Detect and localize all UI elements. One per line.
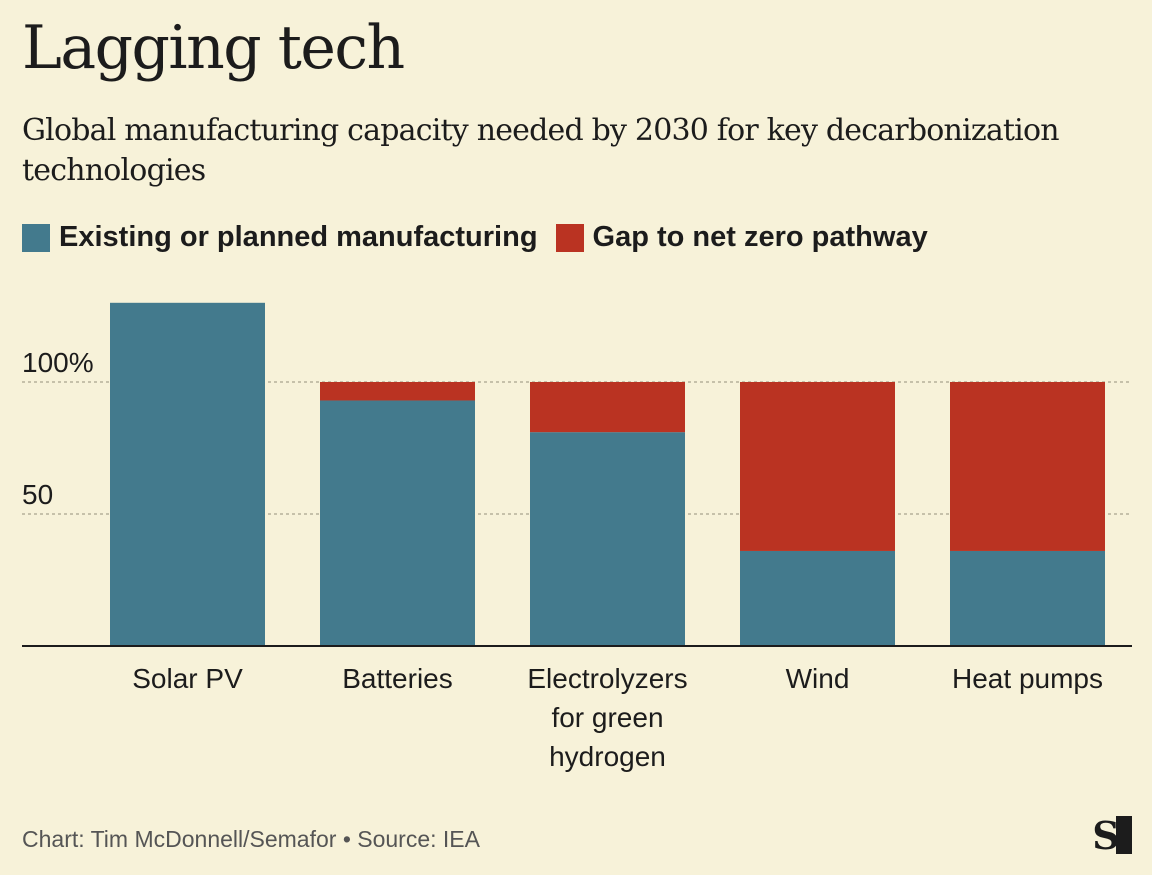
- x-tick-label-4: Heat pumps: [952, 663, 1103, 694]
- bar-existing-0: [110, 302, 265, 646]
- chart-title: Lagging tech: [22, 13, 405, 83]
- x-tick-label-0: Solar PV: [132, 663, 243, 694]
- bar-existing-3: [740, 550, 895, 646]
- svg-text:S: S: [1094, 816, 1120, 854]
- bar-existing-1: [320, 400, 475, 646]
- bar-gap-4: [950, 382, 1105, 551]
- x-tick-label-1: Batteries: [342, 663, 453, 694]
- chart-plot: 50 100% Solar PV Batteries Electrolyzers for …: [22, 302, 1132, 772]
- legend-swatch-gap: [555, 223, 584, 252]
- chart-footer: Chart: Tim McDonnell/Semafor • Source: I…: [22, 826, 480, 852]
- bar-gap-3: [740, 382, 895, 551]
- y-tick-label-50: 50: [22, 479, 53, 510]
- y-tick-label-100: 100%: [22, 347, 94, 378]
- x-tick-label-2: Electrolyzers for green hydrogen: [527, 663, 687, 772]
- semafor-logo-icon: S: [1094, 816, 1132, 854]
- legend-item-gap: Gap to net zero pathway: [555, 221, 928, 254]
- legend-label-existing: Existing or planned manufacturing: [59, 221, 538, 253]
- legend-item-existing: Existing or planned manufacturing: [22, 221, 538, 254]
- bar-gap-1: [320, 382, 475, 401]
- legend: Existing or planned manufacturing Gap to…: [22, 221, 946, 254]
- legend-label-gap: Gap to net zero pathway: [592, 221, 928, 253]
- x-tick-label-3: Wind: [786, 663, 850, 694]
- legend-swatch-existing: [22, 223, 50, 252]
- bar-existing-2: [530, 432, 685, 646]
- chart-subtitle: Global manufacturing capacity needed by …: [22, 113, 1060, 188]
- bar-gap-2: [530, 382, 685, 433]
- bar-existing-4: [950, 550, 1105, 646]
